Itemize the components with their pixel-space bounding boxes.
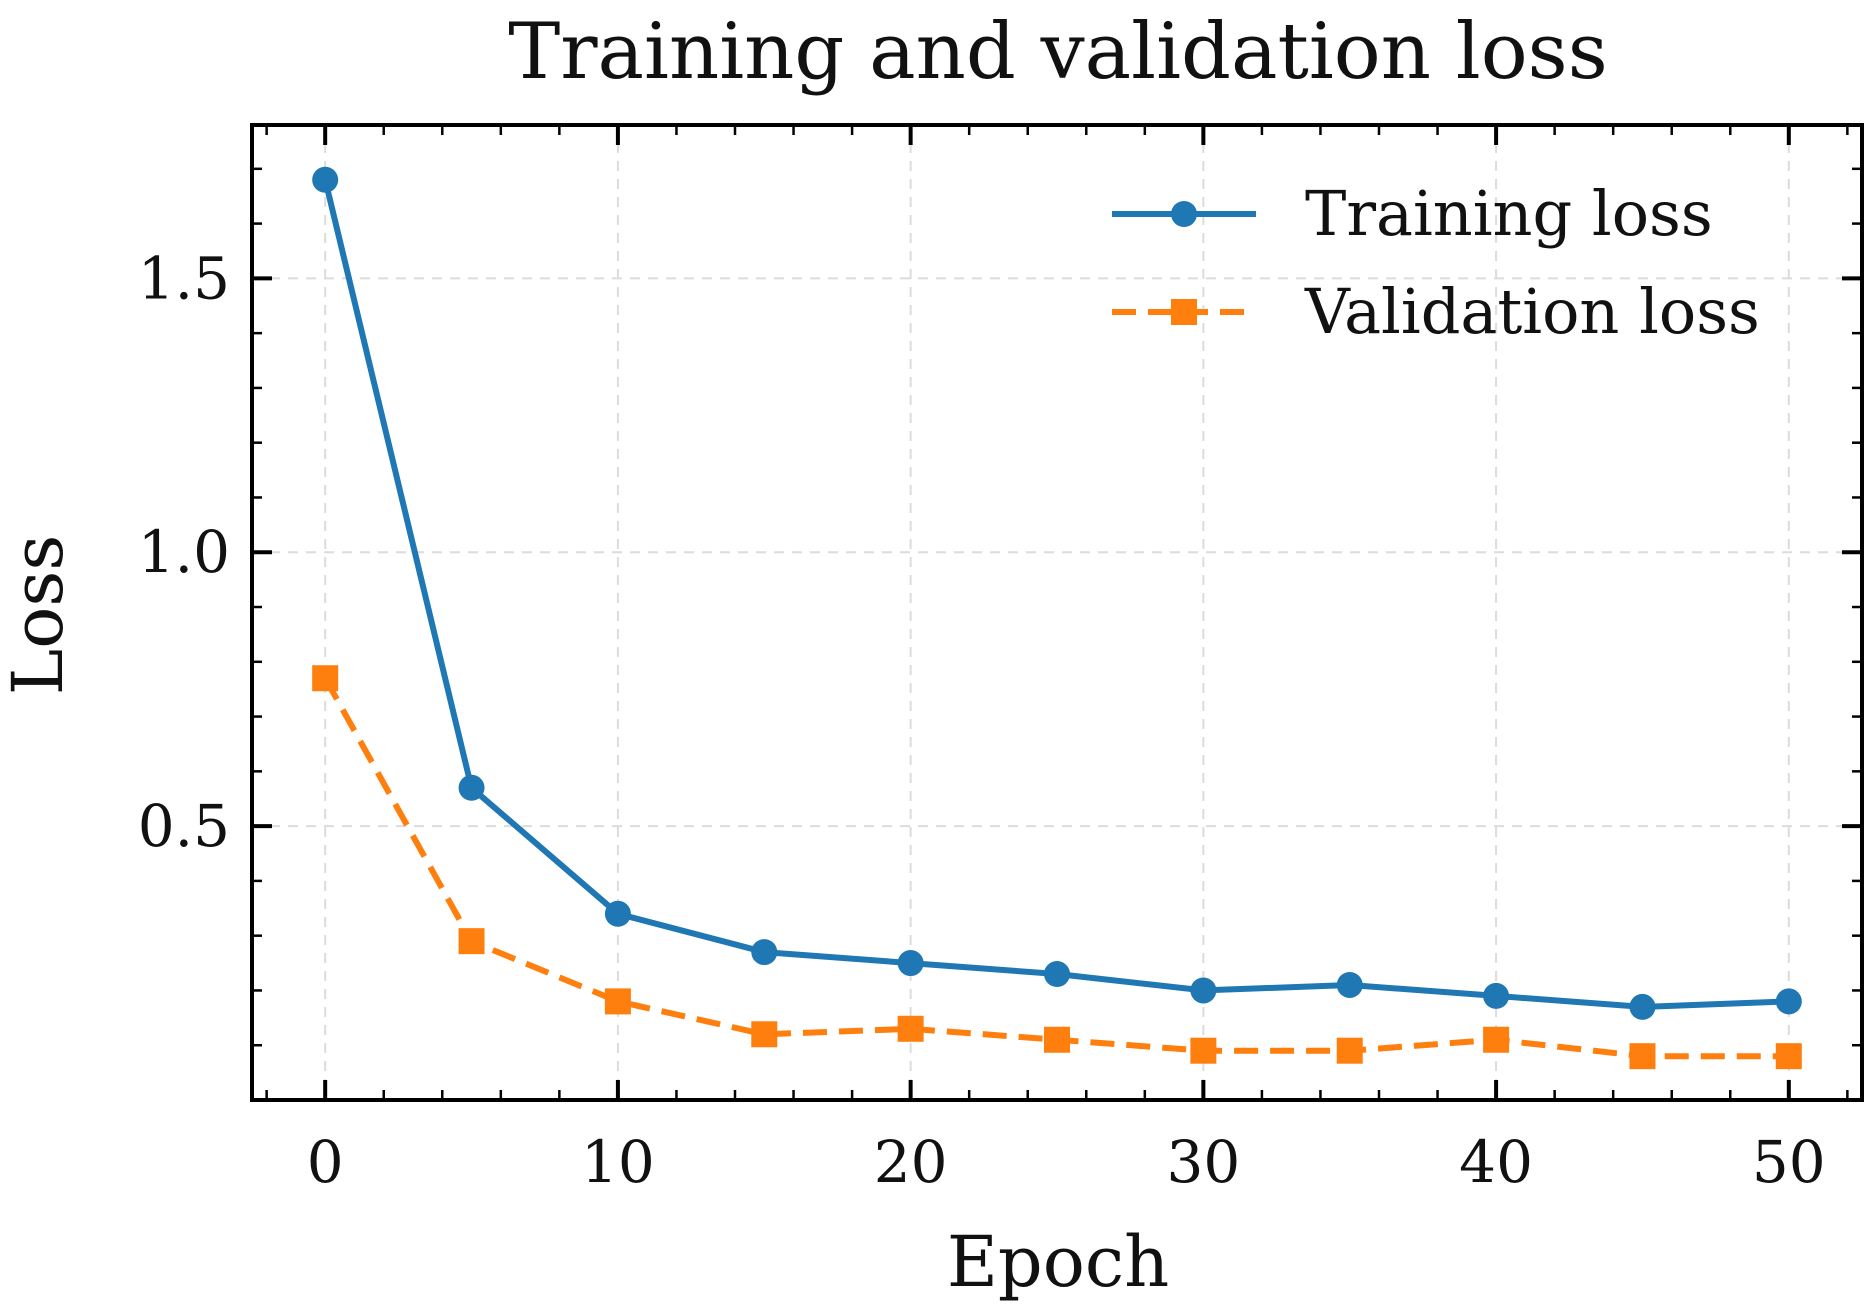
series-1-point <box>604 900 631 927</box>
series-1-point <box>1775 988 1802 1015</box>
series-2-point <box>1190 1037 1217 1064</box>
y-axis-label: Loss <box>0 535 79 695</box>
series-2-point <box>1483 1026 1510 1053</box>
axis-ticks: 0 10 20 30 40 50 0.5 1.0 1.5 <box>138 125 1862 1196</box>
series-1-point <box>312 166 339 193</box>
series-1-point <box>1190 977 1217 1004</box>
legend: Training loss Validation loss <box>1112 177 1760 348</box>
series-1-point <box>1483 982 1510 1009</box>
series-2-point <box>897 1015 924 1042</box>
x-tick-label: 30 <box>1166 1128 1240 1196</box>
legend-marker-2 <box>1171 299 1197 325</box>
series-1-point <box>1629 993 1656 1020</box>
series-2-point <box>1775 1043 1802 1070</box>
plot-frame <box>250 123 1864 1102</box>
y-tick-label: 1.0 <box>138 518 230 586</box>
series-1-point <box>1336 971 1363 998</box>
grid <box>252 125 1862 1100</box>
series-1-point <box>751 939 778 966</box>
series-2-point <box>604 988 631 1015</box>
y-tick-label: 1.5 <box>138 244 230 312</box>
series-1-point <box>897 950 924 977</box>
chart-title: Training and validation loss <box>508 7 1608 97</box>
legend-marker-1 <box>1171 201 1197 227</box>
legend-label-1: Training loss <box>1305 177 1713 250</box>
series-2-point <box>751 1021 778 1048</box>
x-axis-label: Epoch <box>947 1221 1169 1303</box>
series-1-point <box>458 774 485 801</box>
x-tick-label: 10 <box>581 1128 655 1196</box>
series-1-point <box>1044 961 1070 988</box>
x-tick-label: 0 <box>307 1128 344 1196</box>
x-tick-label: 40 <box>1459 1128 1533 1196</box>
x-tick-label: 50 <box>1752 1128 1826 1196</box>
series-2-point <box>312 665 339 692</box>
series-2-point <box>1336 1037 1363 1064</box>
series-2-point <box>1044 1026 1070 1053</box>
legend-label-2: Validation loss <box>1304 275 1760 348</box>
x-tick-label: 20 <box>874 1128 948 1196</box>
y-tick-label: 0.5 <box>138 792 230 860</box>
series-2-point <box>1629 1043 1656 1070</box>
series-2-point <box>458 928 485 955</box>
series-layer <box>312 166 1802 1070</box>
